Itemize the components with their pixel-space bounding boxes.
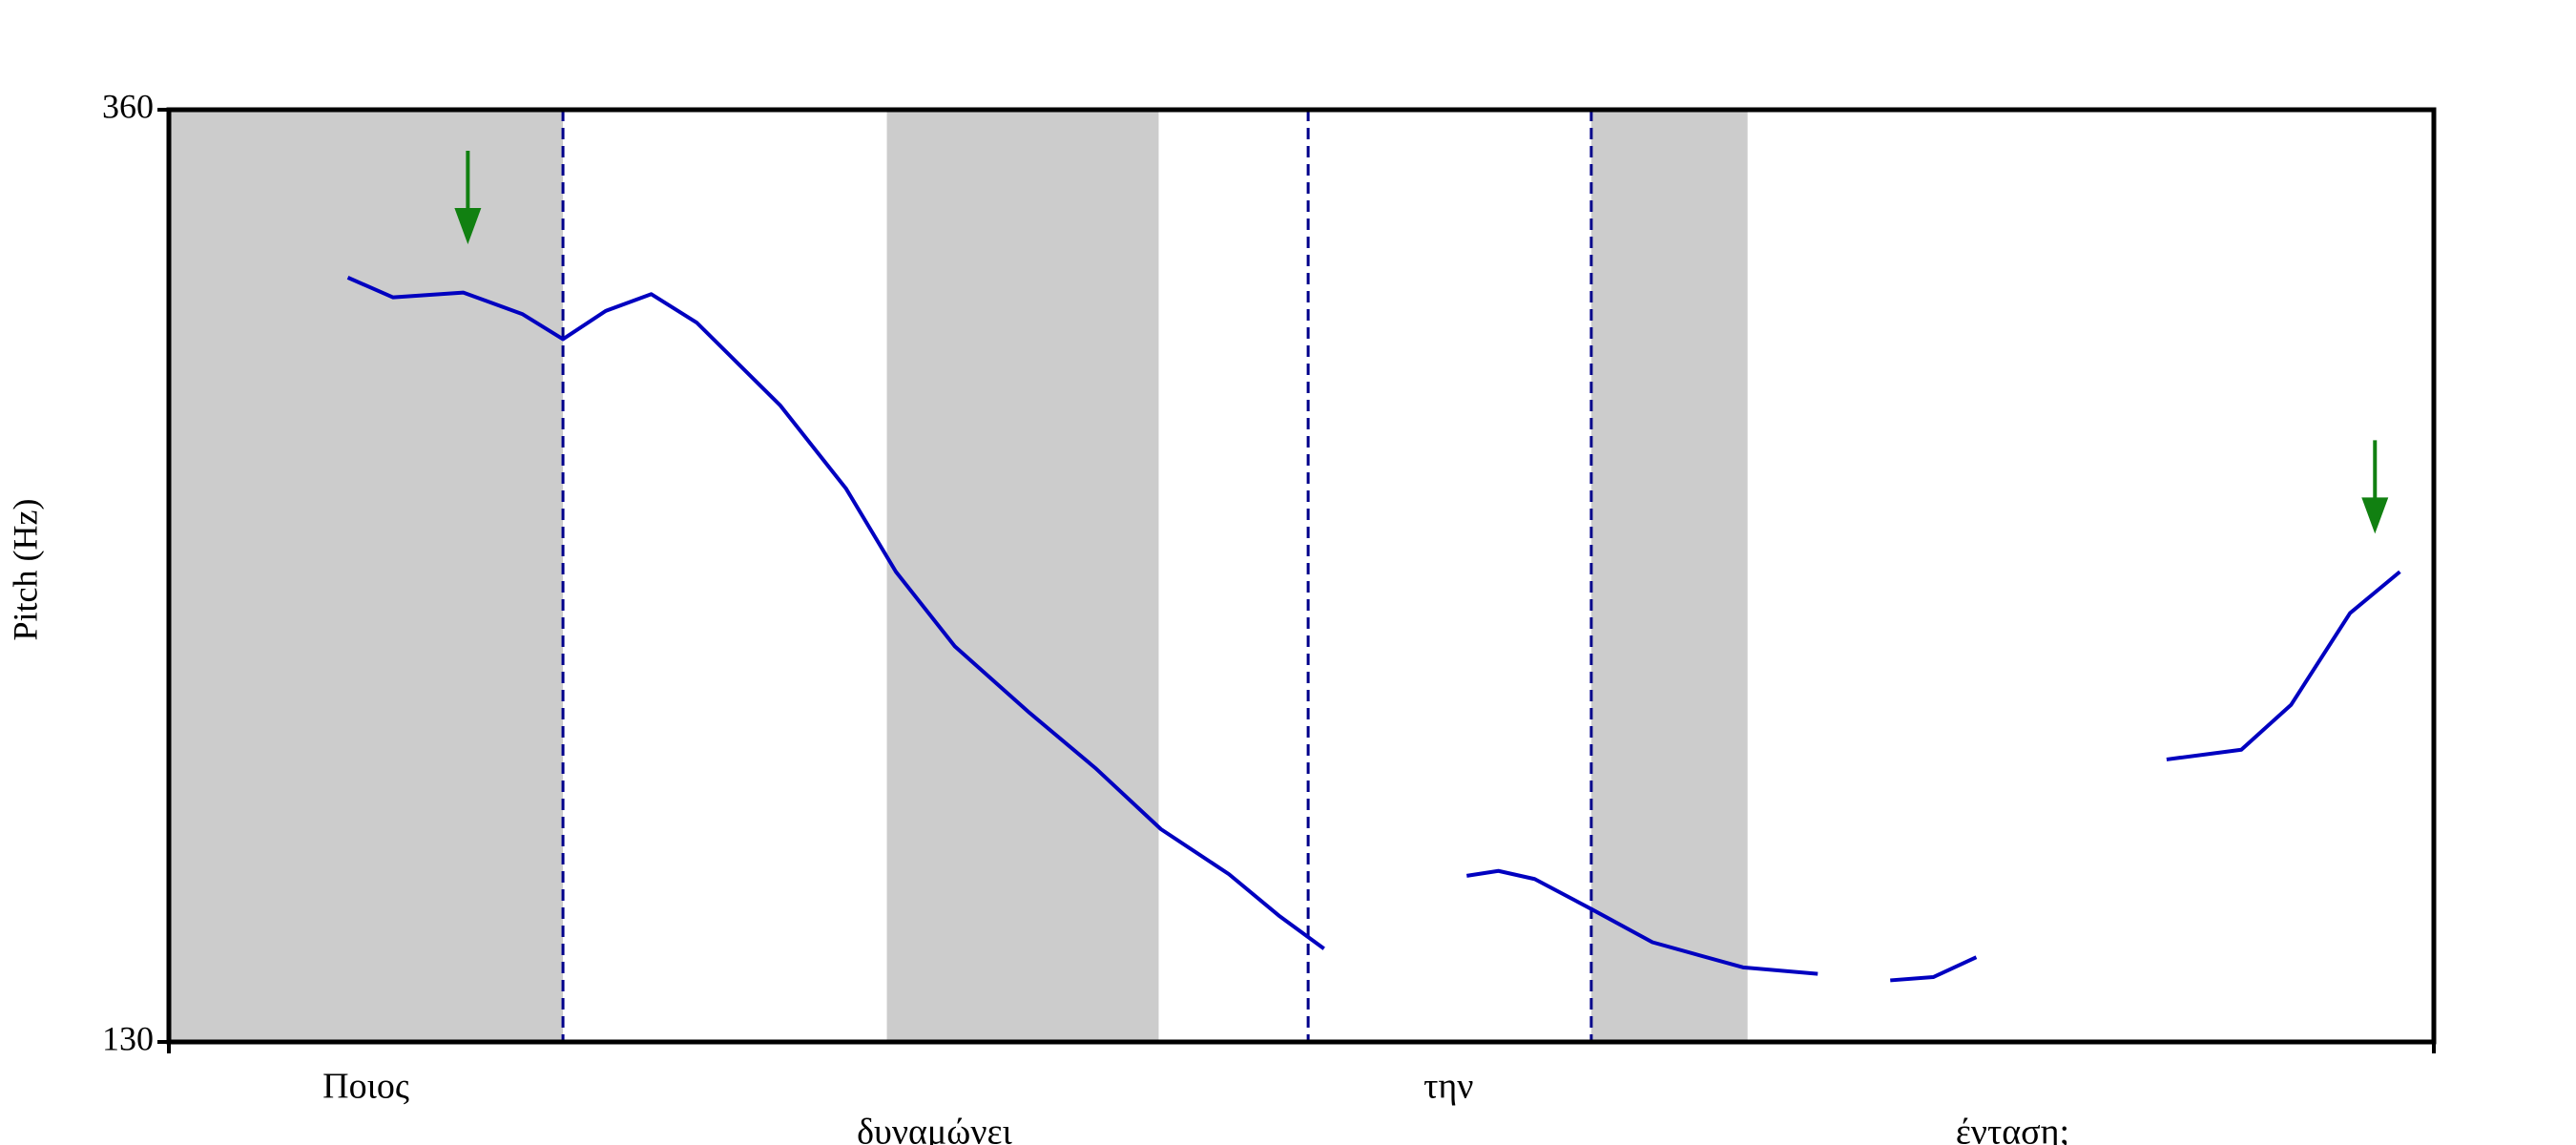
y-tick-label: 130 [102,1019,154,1057]
word-label: δυναμώνει [857,1113,1012,1145]
y-tick-label: 360 [102,87,154,125]
shaded-region [886,110,1159,1042]
pitch-contour [346,276,2401,983]
word-label: την [1423,1067,1473,1107]
shaded-region [1590,110,1748,1042]
word-label: ένταση; [1956,1113,2069,1145]
arrow [454,151,482,245]
arrow [2361,440,2389,534]
shaded-region [169,110,564,1042]
plot-frame [166,107,2437,1045]
y-axis-label: Pitch (Hz) [6,499,44,641]
word-label: Ποιος [322,1067,409,1107]
